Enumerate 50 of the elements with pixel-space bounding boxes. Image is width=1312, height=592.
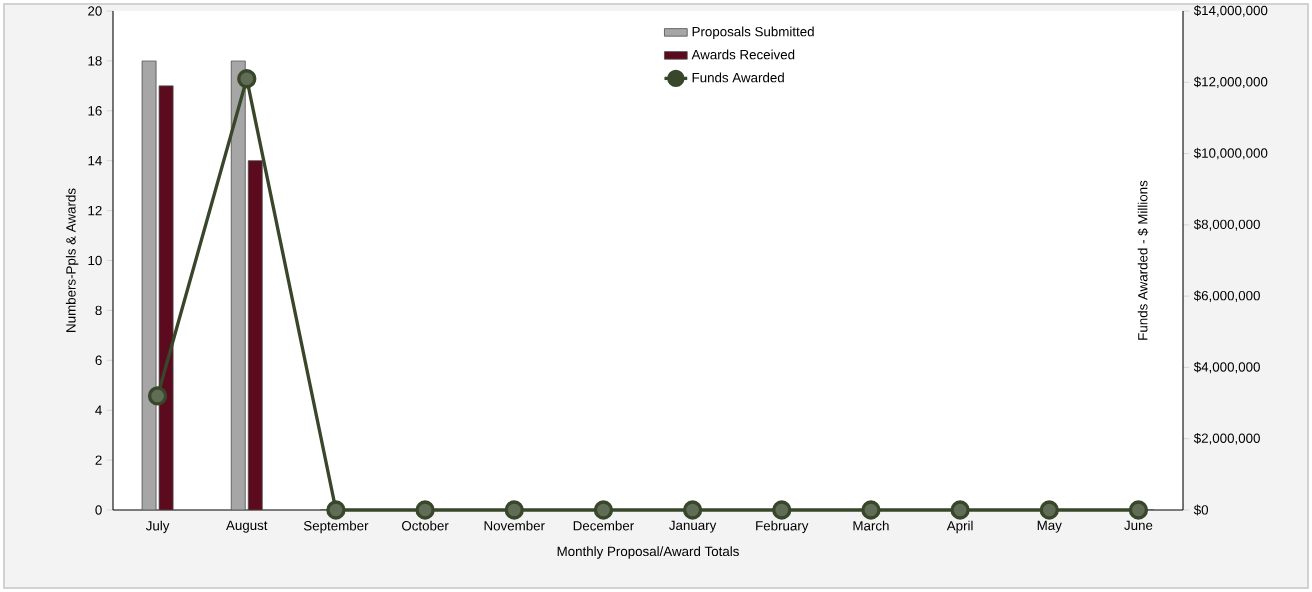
y2-tick-label: $12,000,000 [1193, 76, 1268, 89]
x-tick-label: January [669, 520, 717, 533]
y2-tick-label: $4,000,000 [1193, 361, 1260, 374]
y-tick-label: 12 [88, 205, 102, 216]
y-tick-label: 8 [95, 305, 102, 316]
y-tick-label: 4 [95, 405, 102, 415]
x-axis-title: Monthly Proposal/Award Totals [557, 546, 739, 559]
y-tick-label: 6 [95, 355, 102, 366]
y2-tick-label: $14,000,000 [1193, 5, 1268, 17]
point [950, 500, 970, 520]
x-tick-label: June [1124, 520, 1153, 531]
y-tick-label: 18 [88, 56, 102, 66]
x-tick-label: September [303, 520, 369, 534]
point [504, 500, 524, 520]
y2-tick-label: $10,000,000 [1193, 147, 1268, 160]
x-tick-label: August [226, 520, 268, 533]
x-tick-label: December [573, 520, 634, 531]
point [147, 386, 168, 406]
point [237, 69, 257, 89]
point [326, 500, 346, 520]
legend-label: Awards Received [691, 49, 795, 60]
point [1128, 500, 1149, 520]
point [415, 500, 435, 520]
y-tick-label: 0 [95, 505, 102, 515]
x-tick-label: May [1037, 520, 1062, 533]
y2-tick-label: $0 [1193, 504, 1209, 516]
x-tick-label: November [484, 520, 545, 531]
y2-tick-label: $8,000,000 [1193, 219, 1260, 231]
point [593, 500, 614, 520]
y2-tick-label: $2,000,000 [1193, 432, 1260, 445]
legend-label: Proposals Submitted [692, 26, 814, 39]
x-tick-label: October [402, 520, 449, 531]
bar [247, 160, 263, 510]
legend-label: Funds Awarded [692, 72, 784, 83]
y-tick-label: 20 [88, 6, 102, 16]
y-tick-label: 16 [88, 106, 102, 116]
point [861, 500, 881, 520]
y-tick-label: 2 [95, 455, 102, 465]
y-tick-label: 10 [88, 255, 102, 266]
x-tick-label: February [756, 520, 809, 534]
x-tick-label: March [853, 520, 889, 531]
y-tick-label: 14 [88, 156, 102, 166]
y2-tick-label: $6,000,000 [1193, 290, 1260, 302]
point [1039, 500, 1059, 520]
x-tick-label: July [145, 520, 170, 534]
x-tick-label: April [946, 520, 973, 534]
y-axis-title: Numbers-Ppls & Awards [65, 188, 79, 332]
y2-axis-title: Funds Awarded - $ Millions [1137, 180, 1149, 340]
point [682, 500, 703, 520]
point [772, 500, 792, 520]
